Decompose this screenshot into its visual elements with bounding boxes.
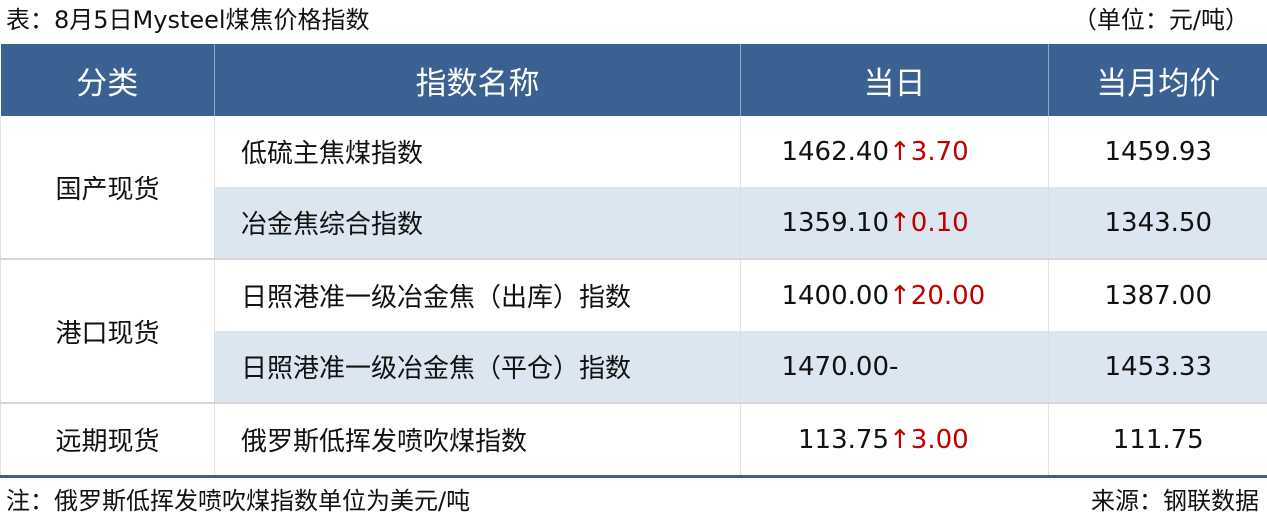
today-cell: 1359.10↑0.10 (740, 187, 1049, 259)
header-avg: 当月均价 (1048, 44, 1267, 116)
change-value: - (889, 351, 899, 382)
today-value: 1400.00 (781, 280, 889, 311)
table-title: 表：8月5日Mysteel煤焦价格指数 (6, 6, 370, 34)
header-name: 指数名称 (214, 44, 741, 116)
today-value: 113.75 (798, 424, 889, 455)
table-row: 远期现货 俄罗斯低挥发喷吹煤指数 113.75↑3.00 111.75 (0, 402, 1267, 478)
table-row: 冶金焦综合指数 1359.10↑0.10 1343.50 (1, 187, 1267, 259)
price-index-table: 分类 指数名称 当日 当月均价 国产现货 低硫主焦煤指数 1462.40↑3.70 1… (0, 44, 1267, 478)
change-value: ↑3.70 (889, 136, 969, 167)
index-name-cell: 日照港准一级冶金焦（出库）指数 (214, 258, 741, 331)
index-name-cell: 低硫主焦煤指数 (214, 116, 741, 187)
header-category: 分类 (0, 44, 215, 116)
category-cell: 港口现货 (0, 258, 215, 403)
month-avg-cell: 1453.33 (1048, 331, 1267, 403)
unit-label: （单位：元/吨） (1072, 6, 1249, 34)
today-cell: 1462.40↑3.70 (740, 116, 1049, 187)
table-row: 国产现货 低硫主焦煤指数 1462.40↑3.70 1459.93 (0, 116, 1267, 259)
table-row: 港口现货 日照港准一级冶金焦（出库）指数 1400.00↑20.00 1387.00 (0, 258, 1267, 403)
today-cell: 113.75↑3.00 (740, 402, 1049, 478)
today-cell: 1470.00- (740, 331, 1049, 403)
source-label: 来源：钢联数据 (1091, 487, 1259, 515)
change-value: ↑0.10 (889, 207, 969, 238)
header-row: 分类 指数名称 当日 当月均价 (0, 44, 1267, 116)
month-avg-cell: 1459.93 (1048, 116, 1267, 187)
header-today: 当日 (740, 44, 1049, 116)
index-name-cell: 冶金焦综合指数 (214, 187, 741, 259)
today-value: 1470.00 (781, 351, 889, 382)
category-cell: 国产现货 (0, 116, 215, 259)
month-avg-cell: 111.75 (1048, 402, 1267, 478)
category-cell: 远期现货 (0, 402, 215, 478)
footnote: 注：俄罗斯低挥发喷吹煤指数单位为美元/吨 (6, 487, 471, 515)
month-avg-cell: 1387.00 (1048, 258, 1267, 331)
today-value: 1359.10 (781, 207, 889, 238)
change-value: ↑20.00 (889, 280, 986, 311)
month-avg-cell: 1343.50 (1048, 187, 1267, 259)
table-row: 日照港准一级冶金焦（平仓）指数 1470.00- 1453.33 (1, 331, 1267, 403)
today-cell: 1400.00↑20.00 (740, 258, 1049, 331)
index-name-cell: 俄罗斯低挥发喷吹煤指数 (214, 402, 741, 478)
index-name-cell: 日照港准一级冶金焦（平仓）指数 (214, 331, 741, 403)
today-value: 1462.40 (781, 136, 889, 167)
change-value: ↑3.00 (889, 424, 969, 455)
